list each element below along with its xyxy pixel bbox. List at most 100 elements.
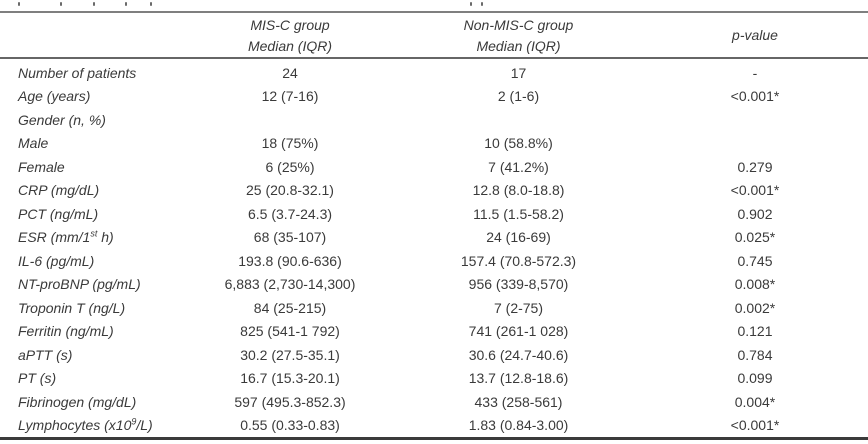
column-header-line: Median (IQR) <box>247 37 333 54</box>
misc-group-value: 24 <box>282 64 298 81</box>
non-misc-group-value: 2 (1-6) <box>497 88 540 105</box>
row-label-text: Ferritin (ng/mL) <box>18 323 114 340</box>
row-label-text: CRP (mg/dL) <box>18 182 100 199</box>
p-value: 0.099 <box>737 370 773 387</box>
row-label: Fibrinogen (mg/dL) <box>0 394 185 410</box>
table-top-rule <box>0 11 868 13</box>
non-misc-group-value: 24 (16-69) <box>486 229 551 246</box>
misc-group-value: 25 (20.8-32.1) <box>246 182 334 199</box>
table-row: Fibrinogen (mg/dL) 597 (495.3-852.3) 433… <box>0 390 868 414</box>
caption-fragment <box>470 2 472 6</box>
row-label: PCT (ng/mL) <box>0 206 185 222</box>
caption-fragment <box>60 2 62 6</box>
column-header-line: Median (IQR) <box>476 37 561 54</box>
table-row: Male 18 (75%) 10 (58.8%) <box>0 132 868 156</box>
table-row: ESR (mm/1st h) 68 (35-107) 24 (16-69) 0.… <box>0 226 868 250</box>
row-label-text: Troponin T (ng/L) <box>18 299 126 316</box>
table-row: Female 6 (25%) 7 (41.2%) 0.279 <box>0 155 868 179</box>
table-row: IL-6 (pg/mL) 193.8 (90.6-636) 157.4 (70.… <box>0 249 868 273</box>
caption-fragment <box>150 2 152 6</box>
misc-group-value: 597 (495.3-852.3) <box>234 393 346 410</box>
table-row: PT (s) 16.7 (15.3-20.1) 13.7 (12.8-18.6)… <box>0 367 868 391</box>
column-header-empty <box>0 14 185 57</box>
row-label-text: PT (s) <box>18 370 57 387</box>
row-label-text: NT-proBNP (pg/mL) <box>18 276 141 293</box>
row-label-text: aPTT (s) <box>18 346 73 363</box>
non-misc-group-value: 13.7 (12.8-18.6) <box>468 370 569 387</box>
table-header-row: MIS-C group Median (IQR) Non-MIS-C group… <box>0 14 868 57</box>
table-row: Ferritin (ng/mL) 825 (541-1 792) 741 (26… <box>0 320 868 344</box>
p-value: 0.025* <box>734 229 776 246</box>
row-label: Gender (n, %) <box>0 112 185 128</box>
row-label-text: Male <box>18 135 49 152</box>
non-misc-group-value: 7 (2-75) <box>493 299 544 316</box>
column-header-misc-group: MIS-C group Median (IQR) <box>185 14 395 57</box>
non-misc-group-value: 157.4 (70.8-572.3) <box>460 252 577 269</box>
row-label: Male <box>0 135 185 151</box>
table-row: aPTT (s) 30.2 (27.5-35.1) 30.6 (24.7-40.… <box>0 343 868 367</box>
non-misc-group-value: 956 (339-8,570) <box>468 276 569 293</box>
p-value: 0.008* <box>734 276 776 293</box>
column-header-line: Non-MIS-C group <box>463 16 574 33</box>
row-label-text: Lymphocytes (x10 <box>18 417 132 434</box>
row-label-text: Female <box>18 158 65 175</box>
misc-group-value: 18 (75%) <box>261 135 319 152</box>
misc-group-value: 825 (541-1 792) <box>240 323 340 340</box>
column-header-line: MIS-C group <box>250 16 330 33</box>
p-value: 0.784 <box>737 346 773 363</box>
row-label: NT-proBNP (pg/mL) <box>0 276 185 292</box>
row-label-text: PCT (ng/mL) <box>18 205 99 222</box>
row-label: Troponin T (ng/L) <box>0 300 185 316</box>
table-row: CRP (mg/dL) 25 (20.8-32.1) 12.8 (8.0-18.… <box>0 179 868 203</box>
table-body: Number of patients 24 17 - Age (years) 1… <box>0 61 868 437</box>
row-label: CRP (mg/dL) <box>0 182 185 198</box>
table-row: Age (years) 12 (7-16) 2 (1-6) <0.001* <box>0 85 868 109</box>
misc-group-value: 68 (35-107) <box>253 229 327 246</box>
row-label: Female <box>0 159 185 175</box>
caption-fragment <box>18 2 20 6</box>
non-misc-group-value: 17 <box>510 64 527 81</box>
caption-fragment <box>481 2 483 6</box>
non-misc-group-value: 30.6 (24.7-40.6) <box>468 346 569 363</box>
row-label: IL-6 (pg/mL) <box>0 253 185 269</box>
misc-group-value: 193.8 (90.6-636) <box>238 252 342 269</box>
misc-group-value: 6 (25%) <box>265 158 315 175</box>
row-label-text: /L) <box>136 417 153 434</box>
table-bottom-rule <box>0 437 868 440</box>
row-label-superscript: st <box>90 229 98 239</box>
row-label: Age (years) <box>0 88 185 104</box>
misc-group-value: 30.2 (27.5-35.1) <box>240 346 340 363</box>
misc-group-value: 0.55 (0.33-0.83) <box>240 417 340 434</box>
p-value: 0.004* <box>734 393 776 410</box>
non-misc-group-value: 1.83 (0.84-3.00) <box>468 417 569 434</box>
row-label: ESR (mm/1st h) <box>0 229 185 245</box>
non-misc-group-value: 11.5 (1.5-58.2) <box>473 205 564 222</box>
non-misc-group-value: 10 (58.8%) <box>484 135 553 152</box>
p-value: 0.121 <box>737 323 773 340</box>
table-row: Troponin T (ng/L) 84 (25-215) 7 (2-75) 0… <box>0 296 868 320</box>
row-label-text: h) <box>97 229 114 246</box>
misc-group-value: 16.7 (15.3-20.1) <box>240 370 340 387</box>
misc-group-value: 6,883 (2,730-14,300) <box>224 276 356 293</box>
row-label: PT (s) <box>0 370 185 386</box>
row-label-text: Number of patients <box>18 64 137 81</box>
table-row: NT-proBNP (pg/mL) 6,883 (2,730-14,300) 9… <box>0 273 868 297</box>
table-row: Gender (n, %) <box>0 108 868 132</box>
p-value: - <box>752 64 758 81</box>
row-label-text: IL-6 (pg/mL) <box>18 252 95 269</box>
table-row: Lymphocytes (x109/L) 0.55 (0.33-0.83) 1.… <box>0 414 868 438</box>
p-value: 0.902 <box>737 205 773 222</box>
row-label: Lymphocytes (x109/L) <box>0 417 185 433</box>
p-value: <0.001* <box>730 88 780 105</box>
caption-fragment <box>125 2 127 6</box>
misc-group-value: 6.5 (3.7-24.3) <box>247 205 333 222</box>
table-header-rule <box>0 57 868 59</box>
misc-group-value: 12 (7-16) <box>261 88 319 105</box>
table-row: Number of patients 24 17 - <box>0 61 868 85</box>
p-value: <0.001* <box>730 182 780 199</box>
row-label: Number of patients <box>0 65 185 81</box>
misc-group-value: 84 (25-215) <box>253 299 327 316</box>
row-label-superscript: 9 <box>131 417 137 427</box>
caption-fragment <box>93 2 95 6</box>
